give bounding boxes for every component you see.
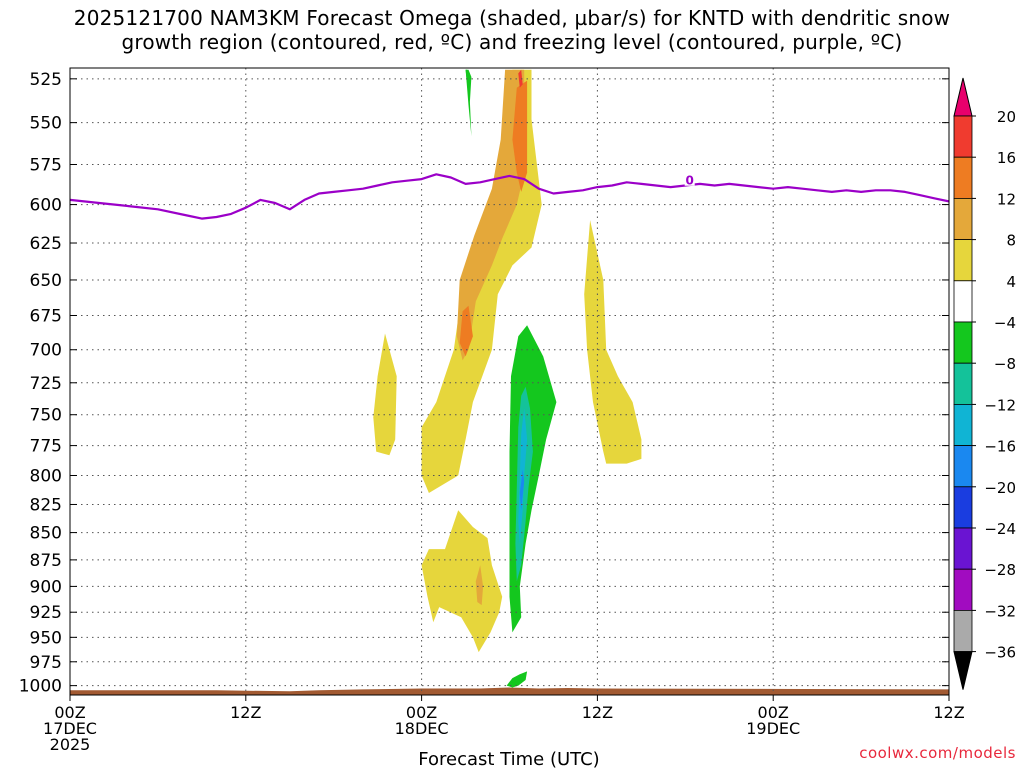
colorbar-label-5: −4 xyxy=(994,314,1016,332)
y-tick-label-575: 575 xyxy=(30,155,62,175)
terrain-band xyxy=(70,687,949,695)
chart-title-line-1: 2025121700 NAM3KM Forecast Omega (shaded… xyxy=(73,6,951,30)
colorbar-segment-10 xyxy=(953,486,973,529)
x-tick-label-36-line-0: 12Z xyxy=(582,703,613,722)
colorbar-label-3: 8 xyxy=(1006,232,1016,250)
x-tick-label-48-line-0: 00Z xyxy=(758,703,789,722)
x-tick-label-48-line-1: 19DEC xyxy=(746,719,800,738)
y-tick-label-925: 925 xyxy=(30,603,62,623)
colorbar-label-8: −16 xyxy=(984,438,1016,456)
plot-frame xyxy=(69,67,950,696)
terrain-layer xyxy=(70,687,949,695)
omega-region-plus12-mid xyxy=(459,305,473,357)
y-tick-label-700: 700 xyxy=(30,341,62,361)
colorbar-label-13: −36 xyxy=(984,644,1016,662)
colorbar-label-4: 4 xyxy=(1006,273,1016,291)
colorbar-segment-2 xyxy=(953,156,973,199)
x-tick-label-60-line-0: 12Z xyxy=(933,703,964,722)
x-tick-label-36: 12Z xyxy=(582,703,613,722)
colorbar-label-1: 16 xyxy=(997,149,1016,167)
colorbar-label-2: 12 xyxy=(997,190,1016,208)
x-tick-label-24: 00Z 18DEC xyxy=(395,703,449,738)
y-tick-label-900: 900 xyxy=(30,577,62,597)
x-axis-title: Forecast Time (UTC) xyxy=(418,749,599,768)
colorbar-segment-6 xyxy=(953,321,973,364)
credit-text: coolwx.com/models xyxy=(859,744,1016,762)
colorbar-bottom-arrow xyxy=(953,651,973,690)
x-tick-label-12: 12Z xyxy=(230,703,261,722)
y-tick-label-950: 950 xyxy=(30,628,62,648)
freezing-level-layer: 0 xyxy=(70,171,949,220)
y-tick-label-675: 675 xyxy=(30,306,62,326)
y-tick-label-975: 975 xyxy=(30,653,62,673)
chart-title: 2025121700 NAM3KM Forecast Omega (shaded… xyxy=(0,6,1024,54)
y-tick-label-625: 625 xyxy=(30,234,62,254)
y-tick-label-600: 600 xyxy=(30,196,62,216)
freezing-level-label-bg xyxy=(684,171,695,186)
omega-region-minus4-bottom xyxy=(506,671,528,688)
chart-title-line-2: growth region (contoured, red, ºC) and f… xyxy=(121,30,903,54)
colorbar-label-7: −12 xyxy=(984,396,1016,414)
y-tick-label-825: 825 xyxy=(30,495,62,515)
x-tick-label-48: 00Z 19DEC xyxy=(746,703,800,738)
x-tick-label-0-line-2: 2025 xyxy=(50,735,91,754)
colorbar-segment-13 xyxy=(953,610,973,653)
x-tick-label-12-line-0: 12Z xyxy=(230,703,261,722)
y-tick-label-525: 525 xyxy=(30,70,62,90)
y-tick-label-800: 800 xyxy=(30,466,62,486)
y-tick-label-550: 550 xyxy=(30,114,62,134)
y-tick-label-750: 750 xyxy=(30,406,62,426)
x-tick-label-0-line-1: 17DEC xyxy=(43,719,97,738)
colorbar-segment-5 xyxy=(953,280,973,323)
freezing-level-label: 0 xyxy=(686,174,694,188)
y-tick-label-775: 775 xyxy=(30,437,62,457)
omega-region-plus16-top xyxy=(518,69,523,88)
omega-region-plus4-right xyxy=(584,220,642,464)
colorbar-label-0: 20 xyxy=(997,108,1016,126)
y-tick-label-850: 850 xyxy=(30,524,62,544)
omega-region-plus8-lower xyxy=(475,565,484,606)
x-tick-label-24-line-0: 00Z xyxy=(406,703,437,722)
colorbar-segment-9 xyxy=(953,445,973,488)
omega-region-plus4-lower xyxy=(421,510,503,653)
x-tick-label-0: 00Z 17DEC 2025 xyxy=(43,703,97,754)
x-tick-label-60: 12Z xyxy=(933,703,964,722)
colorbar-label-6: −8 xyxy=(994,355,1016,373)
omega-region-minus4-top-small xyxy=(465,69,472,137)
y-axis: 525 550 575 600 625 650 675 700 725 750 775 800 825 8… xyxy=(19,70,949,697)
colorbar-label-10: −24 xyxy=(984,520,1016,538)
grid-lines xyxy=(70,68,949,695)
omega-region-plus4-left xyxy=(373,333,397,456)
y-tick-label-875: 875 xyxy=(30,551,62,571)
colorbar-segment-8 xyxy=(953,403,973,446)
colorbar-segment-1 xyxy=(953,115,973,158)
colorbar-segment-3 xyxy=(953,197,973,240)
x-tick-label-0-line-0: 00Z xyxy=(54,703,85,722)
freezing-level-line xyxy=(70,173,949,220)
colorbar-top-arrow xyxy=(953,77,973,117)
colorbar-segment-4 xyxy=(953,239,973,282)
omega-region-minus16-main xyxy=(519,469,525,511)
colorbar-segment-7 xyxy=(953,362,973,405)
colorbar-label-11: −28 xyxy=(984,561,1016,579)
colorbar-label-9: −20 xyxy=(984,479,1016,497)
x-tick-label-24-line-1: 18DEC xyxy=(395,719,449,738)
y-tick-label-650: 650 xyxy=(30,271,62,291)
colorbar-segment-11 xyxy=(953,527,973,570)
colorbar-segment-12 xyxy=(953,568,973,611)
y-tick-label-1000: 1000 xyxy=(19,677,62,697)
omega-shading xyxy=(373,69,642,688)
colorbar-legend: 20 16 12 8 4 −4 −8 −12 −16 −20 −24 −28 −32 −36 xyxy=(953,77,1016,690)
y-tick-label-725: 725 xyxy=(30,374,62,394)
omega-region-plus8-main xyxy=(456,69,525,361)
colorbar-label-12: −32 xyxy=(984,602,1016,620)
